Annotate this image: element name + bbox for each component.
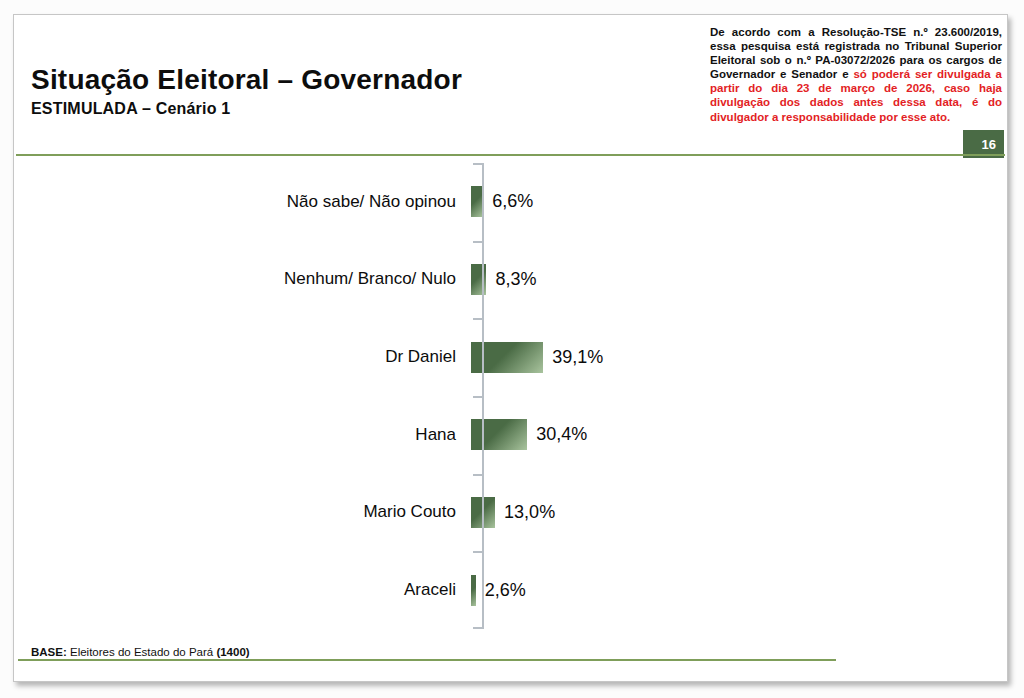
- bar: [471, 575, 476, 606]
- category-label: Dr Daniel: [14, 347, 469, 367]
- bar-area: 6,6%: [469, 186, 1009, 217]
- bar: [471, 264, 486, 295]
- value-label: 2,6%: [485, 580, 526, 601]
- bottom-divider-line: [18, 659, 836, 661]
- axis-tick: [473, 551, 482, 553]
- axis-tick: [473, 318, 482, 320]
- tse-disclaimer: De acordo com a Resolução-TSE n.º 23.600…: [710, 25, 1002, 124]
- value-label: 30,4%: [536, 424, 587, 445]
- chart-row: Dr Daniel 39,1%: [14, 318, 1009, 396]
- category-label: Araceli: [14, 580, 469, 600]
- axis-tick: [473, 474, 482, 476]
- page-subtitle: ESTIMULADA – Cenário 1: [31, 100, 462, 118]
- bar-area: 39,1%: [469, 342, 1009, 373]
- bar-chart: Não sabe/ Não opinou 6,6% Nenhum/ Branco/ …: [14, 163, 1009, 629]
- axis-tick: [473, 163, 482, 165]
- value-label: 6,6%: [492, 191, 533, 212]
- bar-area: 13,0%: [469, 497, 1009, 528]
- chart-row: Nenhum/ Branco/ Nulo 8,3%: [14, 241, 1009, 319]
- category-label: Hana: [14, 425, 469, 445]
- value-label: 8,3%: [495, 269, 536, 290]
- base-note: BASE: Eleitores do Estado do Pará (1400): [31, 646, 250, 658]
- axis-tick: [473, 396, 482, 398]
- axis-tick: [473, 627, 482, 629]
- bar: [471, 419, 527, 450]
- bar-area: 30,4%: [469, 419, 1009, 450]
- axis-tick: [473, 241, 482, 243]
- base-text: Eleitores do Estado do Pará: [67, 646, 217, 658]
- top-divider-line: [16, 154, 1005, 156]
- chart-row: Não sabe/ Não opinou 6,6%: [14, 163, 1009, 241]
- chart-row: Hana 30,4%: [14, 396, 1009, 474]
- title-block: Situação Eleitoral – Governador ESTIMULA…: [31, 65, 462, 118]
- category-axis: [482, 163, 484, 629]
- base-count: (1400): [216, 646, 249, 658]
- page-title: Situação Eleitoral – Governador: [31, 65, 462, 96]
- value-label: 13,0%: [504, 502, 555, 523]
- category-label: Não sabe/ Não opinou: [14, 192, 469, 212]
- chart-row: Araceli 2,6%: [14, 551, 1009, 629]
- chart-row: Mario Couto 13,0%: [14, 474, 1009, 552]
- slide-page: Situação Eleitoral – Governador ESTIMULA…: [13, 14, 1008, 682]
- category-label: Mario Couto: [14, 502, 469, 522]
- value-label: 39,1%: [552, 347, 603, 368]
- bar-area: 8,3%: [469, 264, 1009, 295]
- bar-area: 2,6%: [469, 575, 1009, 606]
- base-label: BASE:: [31, 646, 67, 658]
- category-label: Nenhum/ Branco/ Nulo: [14, 269, 469, 289]
